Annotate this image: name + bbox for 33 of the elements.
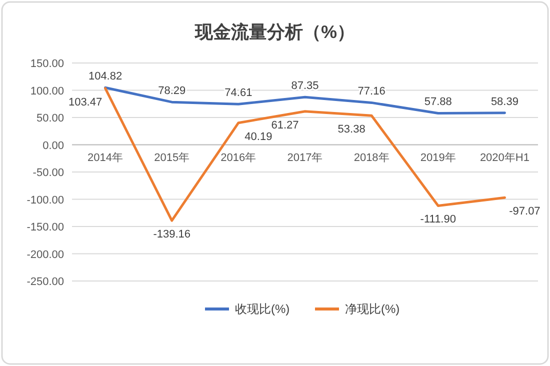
y-tick-label: -200.00 [26, 248, 64, 261]
data-label: 103.47 [68, 96, 102, 108]
data-label: 87.35 [291, 80, 319, 92]
x-tick-label: 2019年 [420, 152, 456, 164]
y-tick-label: -150.00 [26, 222, 64, 234]
x-tick-label: 2014年 [88, 152, 124, 164]
legend-label: 净现比(%) [345, 302, 400, 316]
y-tick-label: 50.00 [36, 112, 64, 124]
data-label: 53.38 [338, 124, 366, 136]
chart-title: 现金流量分析（%） [194, 22, 356, 42]
x-tick-label: 2018年 [354, 152, 390, 164]
data-label: 74.61 [224, 87, 252, 100]
data-label: -139.16 [153, 228, 191, 241]
data-label: -97.07 [509, 206, 540, 218]
y-tick-label: -250.00 [26, 276, 64, 288]
y-tick-label: -100.00 [26, 194, 64, 206]
y-tick-label: 150.00 [30, 58, 64, 70]
data-label: 77.16 [358, 86, 386, 98]
y-tick-label: 0.00 [42, 140, 64, 152]
data-label: 40.19 [244, 130, 272, 143]
data-label: 61.27 [271, 119, 299, 132]
data-label: -111.90 [420, 214, 456, 226]
x-tick-label: 2016年 [220, 152, 256, 164]
x-tick-label: 2017年 [287, 152, 323, 164]
data-label: 58.39 [490, 96, 518, 108]
data-label: 78.29 [158, 85, 186, 98]
data-label: 57.88 [424, 96, 452, 108]
legend-label: 收现比(%) [235, 302, 290, 316]
x-tick-label: 2020年H1 [480, 152, 530, 164]
data-label: 104.82 [88, 70, 122, 83]
y-tick-label: -50.00 [32, 167, 64, 179]
x-tick-label: 2015年 [154, 152, 190, 164]
y-tick-label: 100.00 [30, 85, 64, 98]
